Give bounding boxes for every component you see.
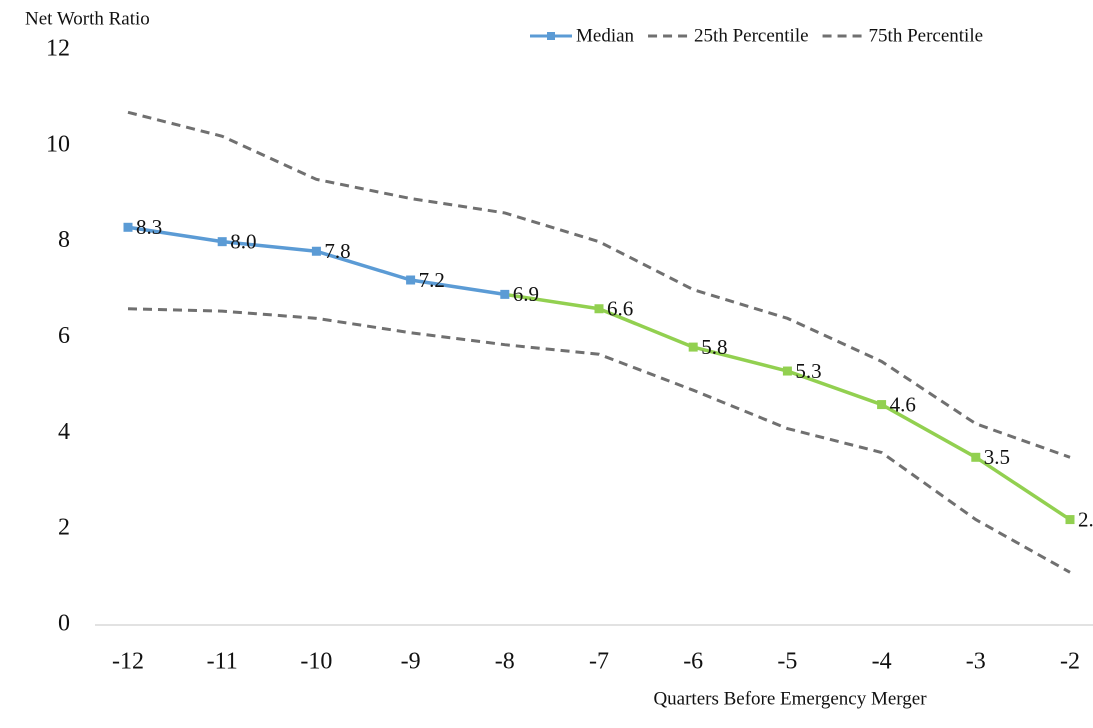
data-label: 2.2 (1078, 507, 1093, 531)
marker (311, 246, 321, 256)
marker (971, 452, 981, 462)
x-tick-label: -2 (1060, 649, 1080, 675)
line-segment (410, 278, 506, 297)
x-tick-label: -6 (683, 649, 703, 675)
marker (1065, 515, 1075, 525)
y-tick-label: 10 (46, 131, 70, 157)
x-tick-label: -5 (777, 649, 797, 675)
data-label: 6.9 (513, 282, 539, 306)
y-tick-label: 8 (58, 227, 70, 253)
line-segment (127, 225, 223, 244)
marker (594, 304, 604, 314)
line-segment (786, 369, 883, 407)
marker (217, 237, 227, 247)
y-tick-label: 6 (58, 323, 70, 349)
legend-label: 25th Percentile (694, 25, 809, 46)
marker (406, 275, 416, 285)
marker (688, 342, 698, 352)
data-label: 3.5 (984, 445, 1010, 469)
y-axis-title: Net Worth Ratio (25, 8, 150, 29)
x-tick-label: -11 (207, 649, 238, 675)
x-tick-label: -4 (872, 649, 892, 675)
data-label: 8.0 (230, 229, 256, 253)
x-tick-label: -9 (401, 649, 421, 675)
line (127, 307, 1071, 574)
line (127, 110, 1071, 459)
line-segment (692, 345, 788, 373)
marker (782, 366, 792, 376)
data-label: 7.2 (419, 268, 445, 292)
data-label: 4.6 (890, 392, 916, 416)
x-axis-title: Quarters Before Emergency Merger (653, 688, 927, 709)
data-label: 7.8 (324, 239, 350, 263)
marker (877, 400, 887, 410)
x-tick-label: -8 (495, 649, 515, 675)
legend-label: 75th Percentile (869, 25, 984, 46)
data-label: 8.3 (136, 215, 162, 239)
line-segment (880, 403, 977, 459)
marker (123, 222, 133, 232)
line-segment (598, 307, 694, 349)
data-label: 5.3 (795, 359, 821, 383)
legend: Median 25th Percentile 75th Percentile (530, 25, 983, 46)
x-tick-label: -7 (589, 649, 609, 675)
marker (500, 289, 510, 299)
data-label: 5.8 (701, 335, 727, 359)
line-segment (315, 249, 412, 282)
x-tick-label: -10 (300, 649, 332, 675)
y-tick-label: 2 (58, 515, 70, 541)
line-segment (222, 239, 317, 253)
x-tick-label: -3 (966, 649, 986, 675)
legend-label: Median (576, 25, 635, 46)
data-label: 6.6 (607, 297, 633, 321)
legend-marker (547, 32, 555, 40)
line-segment (504, 292, 600, 311)
y-tick-label: 4 (58, 419, 70, 445)
line-segment (974, 455, 1071, 522)
x-tick-label: -12 (112, 649, 144, 675)
y-tick-label: 0 (58, 611, 70, 637)
y-tick-label: 12 (46, 36, 70, 62)
